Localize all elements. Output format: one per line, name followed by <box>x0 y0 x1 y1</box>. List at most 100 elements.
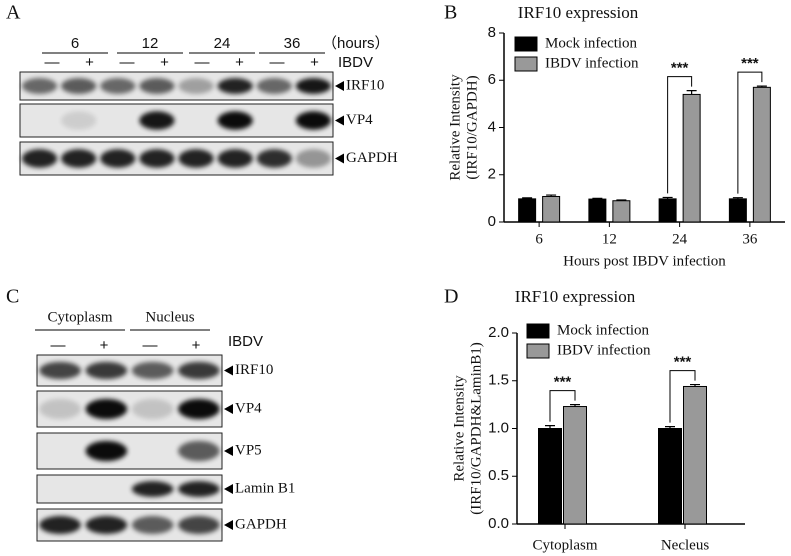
panel-label: C <box>6 286 19 308</box>
bar <box>612 200 631 223</box>
x-tick-label: 24 <box>672 231 688 247</box>
y-tick-label: 1.0 <box>488 419 509 436</box>
error-bar <box>662 196 673 199</box>
error-bar <box>546 194 557 197</box>
blot-band <box>178 78 214 94</box>
x-axis-label: Hours post IBDV infection <box>563 253 726 269</box>
legend-label: IBDV infection <box>545 55 639 71</box>
y-tick-label: 2.0 <box>488 324 509 341</box>
blot-band <box>295 111 332 130</box>
arrow <box>335 115 344 126</box>
y-tick-label: 1.5 <box>488 372 509 389</box>
protein-label: VP4 <box>346 112 373 128</box>
sign: — <box>51 337 66 354</box>
blot-band <box>39 361 81 380</box>
x-tick-label: 12 <box>602 231 617 247</box>
protein-label: IRF10 <box>346 77 384 93</box>
legend-swatch <box>526 323 550 339</box>
y-tick-label: 2 <box>488 166 496 183</box>
significance-bracket <box>669 370 696 423</box>
sign: + <box>192 337 201 354</box>
y-axis-label: (IRF10/GAPDH&LaminB1) <box>468 342 484 515</box>
arrow <box>335 153 344 164</box>
error-bar <box>686 90 697 95</box>
x-tick-label: Cytoplasm <box>532 537 597 553</box>
y-axis-label: Relative Intensity <box>451 375 467 482</box>
panel-label: B <box>444 2 457 24</box>
y-tick-label: 8 <box>488 24 496 41</box>
timepoint-label: 24 <box>214 35 231 52</box>
legend-swatch <box>514 56 538 72</box>
error-bar <box>570 404 580 407</box>
blot-band <box>256 78 292 94</box>
treatment-label: IBDV <box>338 54 373 71</box>
error-bar <box>690 383 700 387</box>
panel-label: A <box>6 2 21 24</box>
y-axis-label: Relative Intensity <box>447 74 463 181</box>
blot-band <box>39 398 81 420</box>
bar <box>658 428 682 525</box>
error-bar <box>545 425 555 429</box>
legend-label: IBDV infection <box>557 342 651 358</box>
protein-label: GAPDH <box>346 150 398 166</box>
treatment-label: IBDV <box>228 333 263 350</box>
blot-band <box>295 78 332 94</box>
blot-band <box>131 481 174 497</box>
bar <box>518 198 537 223</box>
significance-label: *** <box>554 374 572 391</box>
timepoint-label: 12 <box>142 35 159 52</box>
error-bar <box>616 199 627 201</box>
bar <box>752 86 771 223</box>
blot-band <box>85 361 128 380</box>
blot-band <box>61 111 97 130</box>
significance-label: *** <box>671 60 689 77</box>
error-bar <box>665 425 675 429</box>
blot-band <box>131 398 174 420</box>
protein-label: VP5 <box>235 442 262 458</box>
protein-label: GAPDH <box>235 516 287 532</box>
bar <box>682 93 701 223</box>
blot-band <box>21 78 58 94</box>
legend-swatch <box>526 343 550 359</box>
protein-label: Lamin B1 <box>235 480 295 496</box>
chart-title: IRF10 expression <box>518 3 639 22</box>
protein-label: IRF10 <box>235 362 273 378</box>
y-tick-label: 4 <box>488 118 496 135</box>
blot-band <box>295 149 332 168</box>
sign: — <box>270 54 285 71</box>
bar <box>658 198 677 223</box>
legend-label: Mock infection <box>557 322 650 338</box>
chart-title: IRF10 expression <box>515 287 636 306</box>
bar <box>728 198 747 223</box>
arrow <box>335 81 344 91</box>
unit-label: （hours） <box>322 35 390 52</box>
blot-band <box>85 440 128 462</box>
error-bar <box>592 197 603 200</box>
blot-band <box>131 516 174 534</box>
bar <box>683 385 707 525</box>
bar <box>563 406 587 525</box>
arrow <box>224 404 233 414</box>
y-tick-label: 0 <box>488 213 496 230</box>
legend-swatch <box>514 36 538 52</box>
sign: — <box>195 54 210 71</box>
fraction-label: Cytoplasm <box>47 309 112 325</box>
blot-band <box>217 111 253 130</box>
arrow <box>224 365 233 376</box>
sign: + <box>100 337 109 354</box>
blot-band <box>139 111 175 130</box>
x-tick-label: 36 <box>742 231 758 247</box>
legend-label: Mock infection <box>545 35 638 51</box>
significance-label: *** <box>674 354 692 371</box>
blot-band <box>178 149 214 168</box>
error-bar <box>522 197 533 199</box>
significance-label: *** <box>741 55 759 72</box>
sign: + <box>85 54 94 71</box>
sign: + <box>235 54 244 71</box>
blot-band <box>178 440 220 462</box>
timepoint-label: 6 <box>71 35 79 52</box>
significance-bracket <box>549 390 576 422</box>
y-tick-label: 0.5 <box>488 467 509 484</box>
